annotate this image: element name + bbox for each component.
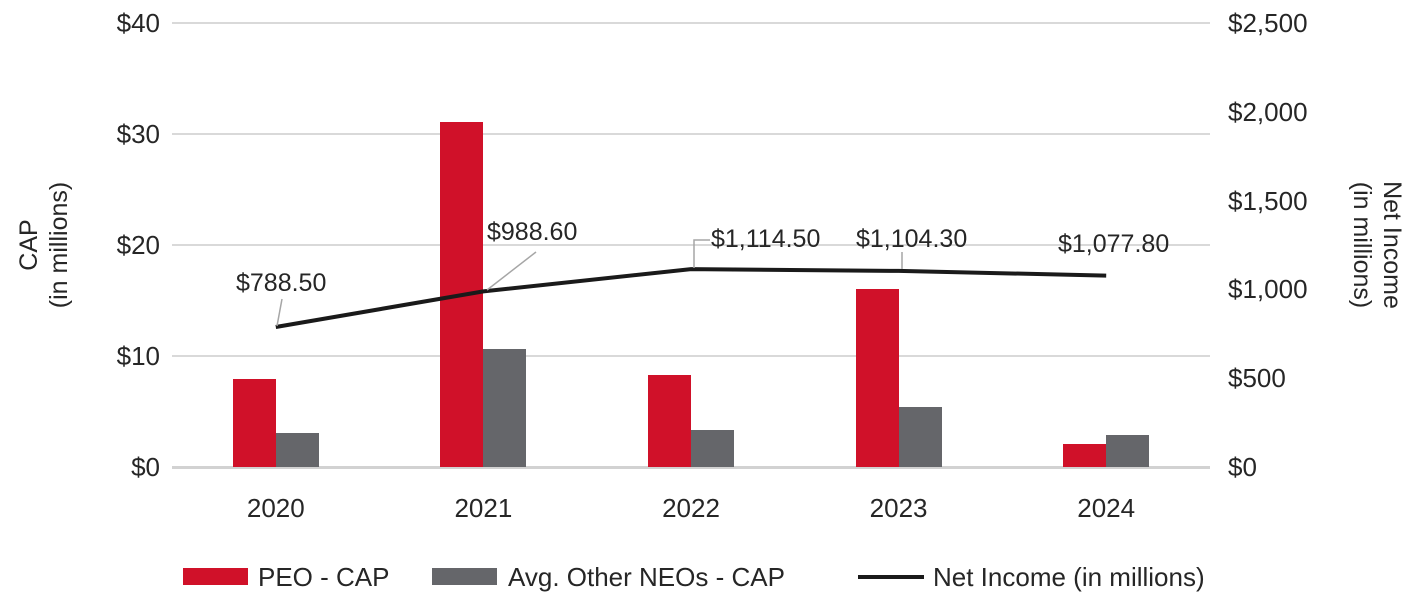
- data-label-leader-line: [486, 251, 537, 291]
- gridline: [172, 22, 1210, 24]
- legend-swatch-net-income-line: [858, 575, 924, 579]
- right-axis-tick-label: $1,000: [1228, 274, 1308, 305]
- data-label-leader-line: [276, 298, 283, 327]
- left-axis-title: CAP (in millions): [14, 182, 74, 308]
- right-axis-title-line1: Net Income: [1378, 181, 1406, 309]
- x-axis-line: [172, 465, 1210, 469]
- right-axis-tick-label: $2,000: [1228, 96, 1308, 127]
- x-axis-category-label: 2023: [869, 493, 928, 523]
- net-income-data-label-2023: $1,104.30: [856, 225, 968, 253]
- right-axis-title: Net Income (in millions): [1347, 181, 1407, 309]
- x-axis-category-label: 2020: [246, 493, 305, 523]
- right-axis-tick-label: $1,500: [1228, 185, 1308, 216]
- net-income-data-label-2020: $788.50: [236, 269, 327, 297]
- net-income-data-label-2021: $988.60: [487, 218, 578, 246]
- bar-avg-other-neos-cap-2023: [898, 407, 942, 467]
- x-axis-category-label: 2021: [454, 493, 513, 523]
- left-axis-tick-label: $40: [116, 8, 160, 38]
- right-axis-title-line2: (in millions): [1348, 181, 1376, 309]
- net-income-data-label-2022: $1,114.50: [711, 225, 821, 253]
- x-axis-category-label: 2022: [662, 493, 720, 523]
- x-axis-category-label: 2024: [1077, 493, 1136, 523]
- legend: PEO - CAP Avg. Other NEOs - CAP Net Inco…: [0, 560, 1412, 601]
- net-income-line-layer: [275, 239, 1107, 329]
- left-axis-title-line1: CAP: [15, 219, 43, 271]
- data-label-leader-line: [693, 239, 710, 268]
- bar-avg-other-neos-cap-2021: [483, 349, 527, 467]
- right-axis-tick-label: $0: [1228, 452, 1257, 482]
- bar-peo-cap-2022: [648, 374, 691, 467]
- bar-peo-cap-2024: [1063, 443, 1107, 467]
- left-axis-tick-label: $30: [116, 119, 160, 149]
- left-axis-tick-label: $20: [116, 230, 160, 260]
- net-income-line: [275, 267, 1107, 329]
- legend-label-net-income: Net Income (in millions): [933, 562, 1205, 592]
- legend-label-peo-cap: PEO - CAP: [258, 562, 390, 592]
- gridline: [172, 244, 1210, 246]
- legend-swatch-peo-cap: [183, 568, 248, 585]
- plot-area: $788.50 $988.60 $1,114.50 $1,104.30 $1,077.8…: [172, 22, 1210, 469]
- net-income-data-label-2024: $1,077.80: [1058, 230, 1170, 258]
- bar-peo-cap-2020: [232, 379, 276, 467]
- bar-avg-other-neos-cap-2024: [1106, 434, 1150, 467]
- legend-swatch-avg-other-neos-cap: [432, 568, 497, 585]
- left-axis-tick-label: $0: [131, 452, 160, 482]
- left-axis-tick-label: $10: [116, 341, 160, 371]
- bar-avg-other-neos-cap-2020: [275, 432, 319, 467]
- bar-peo-cap-2023: [855, 289, 899, 467]
- bar-avg-other-neos-cap-2022: [691, 430, 734, 467]
- legend-label-avg-other-neos-cap: Avg. Other NEOs - CAP: [508, 562, 785, 592]
- right-axis-tick-label: $2,500: [1228, 8, 1308, 38]
- gridline: [172, 133, 1210, 135]
- gridline: [172, 355, 1210, 357]
- right-axis-tick-label: $500: [1228, 363, 1286, 394]
